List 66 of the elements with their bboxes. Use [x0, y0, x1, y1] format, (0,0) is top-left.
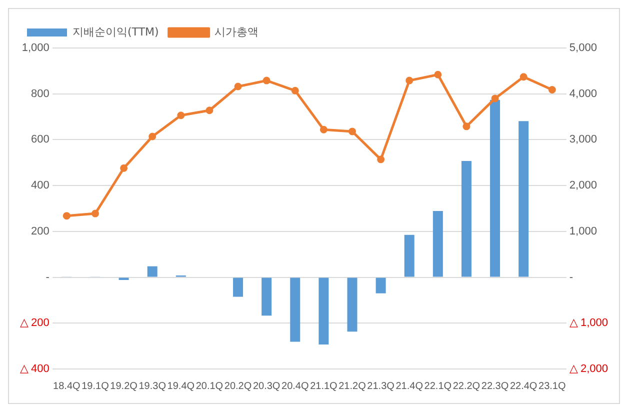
x-tick-label: 19.2Q [110, 380, 138, 392]
bar [347, 278, 358, 332]
point [406, 76, 414, 84]
bar [490, 100, 500, 277]
legend-label: 시가총액 [214, 25, 258, 38]
x-tick-label: 19.3Q [138, 380, 166, 392]
bar [432, 211, 443, 277]
y2-tick-label: 4,000 [569, 88, 597, 100]
point [462, 122, 470, 130]
x-tick-label: 20.1Q [196, 380, 224, 392]
point [320, 126, 328, 134]
x-tick-label: 22.1Q [424, 380, 452, 392]
y-tick-label: 1,000 [22, 42, 50, 54]
y2-tick-label: 1,000 [569, 225, 597, 238]
x-tick-label: 23.1Q [538, 380, 566, 392]
x-tick-label: 20.3Q [252, 380, 280, 392]
x-tick-label: 22.3Q [481, 380, 509, 392]
y-tick-label: △ 400 [20, 363, 50, 376]
point [548, 86, 556, 94]
bar [376, 278, 386, 294]
bar [461, 161, 472, 277]
x-tick-label: 21.1Q [310, 380, 338, 392]
y-tick-label: △ 200 [20, 317, 50, 330]
y-tick-label: 200 [31, 225, 50, 238]
y-tick-label: - [46, 271, 50, 284]
y2-tick-label: △ 2,000 [569, 363, 608, 376]
y2-tick-label: △ 1,000 [569, 317, 608, 330]
y2-tick-label: 2,000 [569, 180, 597, 192]
point [377, 156, 385, 164]
x-tick-label: 19.4Q [167, 380, 195, 392]
point [234, 82, 242, 90]
x-tick-label: 21.2Q [338, 380, 366, 392]
x-tick-label: 20.2Q [224, 380, 252, 392]
bar [147, 266, 158, 277]
point [177, 112, 185, 120]
point [434, 70, 442, 78]
point [291, 86, 299, 94]
bar [404, 234, 414, 277]
x-tick-label: 18.4Q [53, 380, 81, 392]
bar [233, 278, 244, 297]
point [148, 132, 156, 140]
point [120, 164, 128, 172]
y-tick-label: 800 [31, 88, 50, 100]
bar [518, 121, 529, 277]
y2-tick-label: - [569, 271, 574, 284]
x-tick-label: 19.1Q [82, 380, 110, 392]
bar [262, 278, 272, 316]
bar [318, 278, 329, 344]
y2-tick-label: 3,000 [569, 134, 597, 146]
point [348, 128, 356, 136]
point [491, 94, 499, 102]
point [62, 212, 70, 220]
x-tick-label: 20.4Q [282, 380, 309, 392]
point [91, 210, 99, 218]
x-tick-label: 22.2Q [452, 380, 480, 392]
point [262, 76, 270, 84]
y-tick-label: 400 [31, 180, 50, 192]
y2-tick-label: 5,000 [569, 42, 597, 54]
x-tick-label: 21.4Q [396, 380, 424, 392]
y-tick-label: 600 [31, 134, 50, 146]
point [206, 106, 214, 114]
x-tick-label: 22.4Q [510, 380, 538, 392]
point [520, 73, 528, 81]
x-tick-label: 21.3Q [367, 380, 395, 392]
legend-label: 지배순이익(TTM) [72, 25, 159, 38]
bar [290, 278, 300, 342]
